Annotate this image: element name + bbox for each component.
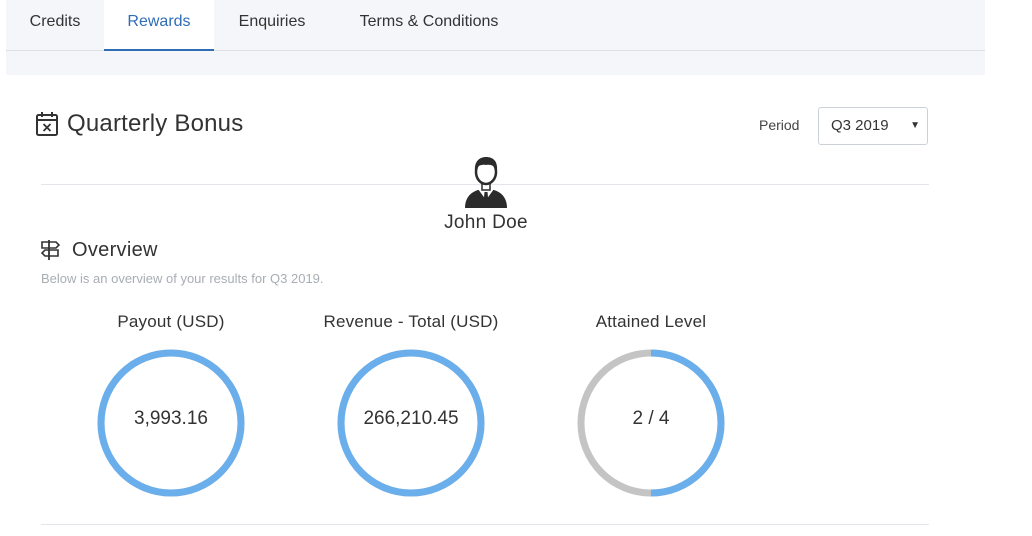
signpost-icon <box>40 240 61 260</box>
page-title: Quarterly Bonus <box>67 110 244 137</box>
rewards-panel <box>6 75 985 536</box>
calendar-x-icon <box>36 112 58 136</box>
tab-rewards[interactable]: Rewards <box>104 0 214 51</box>
kpi-label-revenue: Revenue - Total (USD) <box>323 312 499 331</box>
tab-bar: Credits Rewards Enquiries Terms & Condit… <box>6 0 985 51</box>
period-select-value: Q3 2019 <box>831 117 889 134</box>
kpi-ring-payout <box>97 349 245 497</box>
overview-subtitle: Below is an overview of your results for… <box>41 271 324 286</box>
businessman-avatar-icon <box>465 157 507 208</box>
ring-progress-arc <box>337 349 485 497</box>
user-name: John Doe <box>444 212 528 233</box>
kpi-value-payout: 3,993.16 <box>134 408 208 429</box>
kpi-ring-attained-level <box>577 349 725 497</box>
kpi-ring-revenue <box>337 349 485 497</box>
tab-credits[interactable]: Credits <box>29 13 81 30</box>
kpi-value-revenue: 266,210.45 <box>363 408 459 429</box>
period-label: Period <box>759 117 800 133</box>
tab-enquiries[interactable]: Enquiries <box>238 13 306 30</box>
tab-terms-conditions[interactable]: Terms & Conditions <box>359 13 499 30</box>
page-header: Quarterly Bonus <box>35 108 243 140</box>
period-select[interactable]: Q3 2019 ▼ <box>818 107 928 145</box>
chevron-down-icon: ▼ <box>910 120 920 131</box>
ring-progress-arc <box>577 349 725 497</box>
ring-progress-arc <box>97 349 245 497</box>
overview-title: Overview <box>72 238 158 261</box>
kpi-label-attained-level: Attained Level <box>595 312 707 331</box>
kpi-value-attained-level: 2 / 4 <box>632 408 670 429</box>
overview-header: Overview <box>40 236 158 264</box>
kpi-label-payout: Payout (USD) <box>117 312 225 331</box>
overview-divider <box>41 524 929 525</box>
